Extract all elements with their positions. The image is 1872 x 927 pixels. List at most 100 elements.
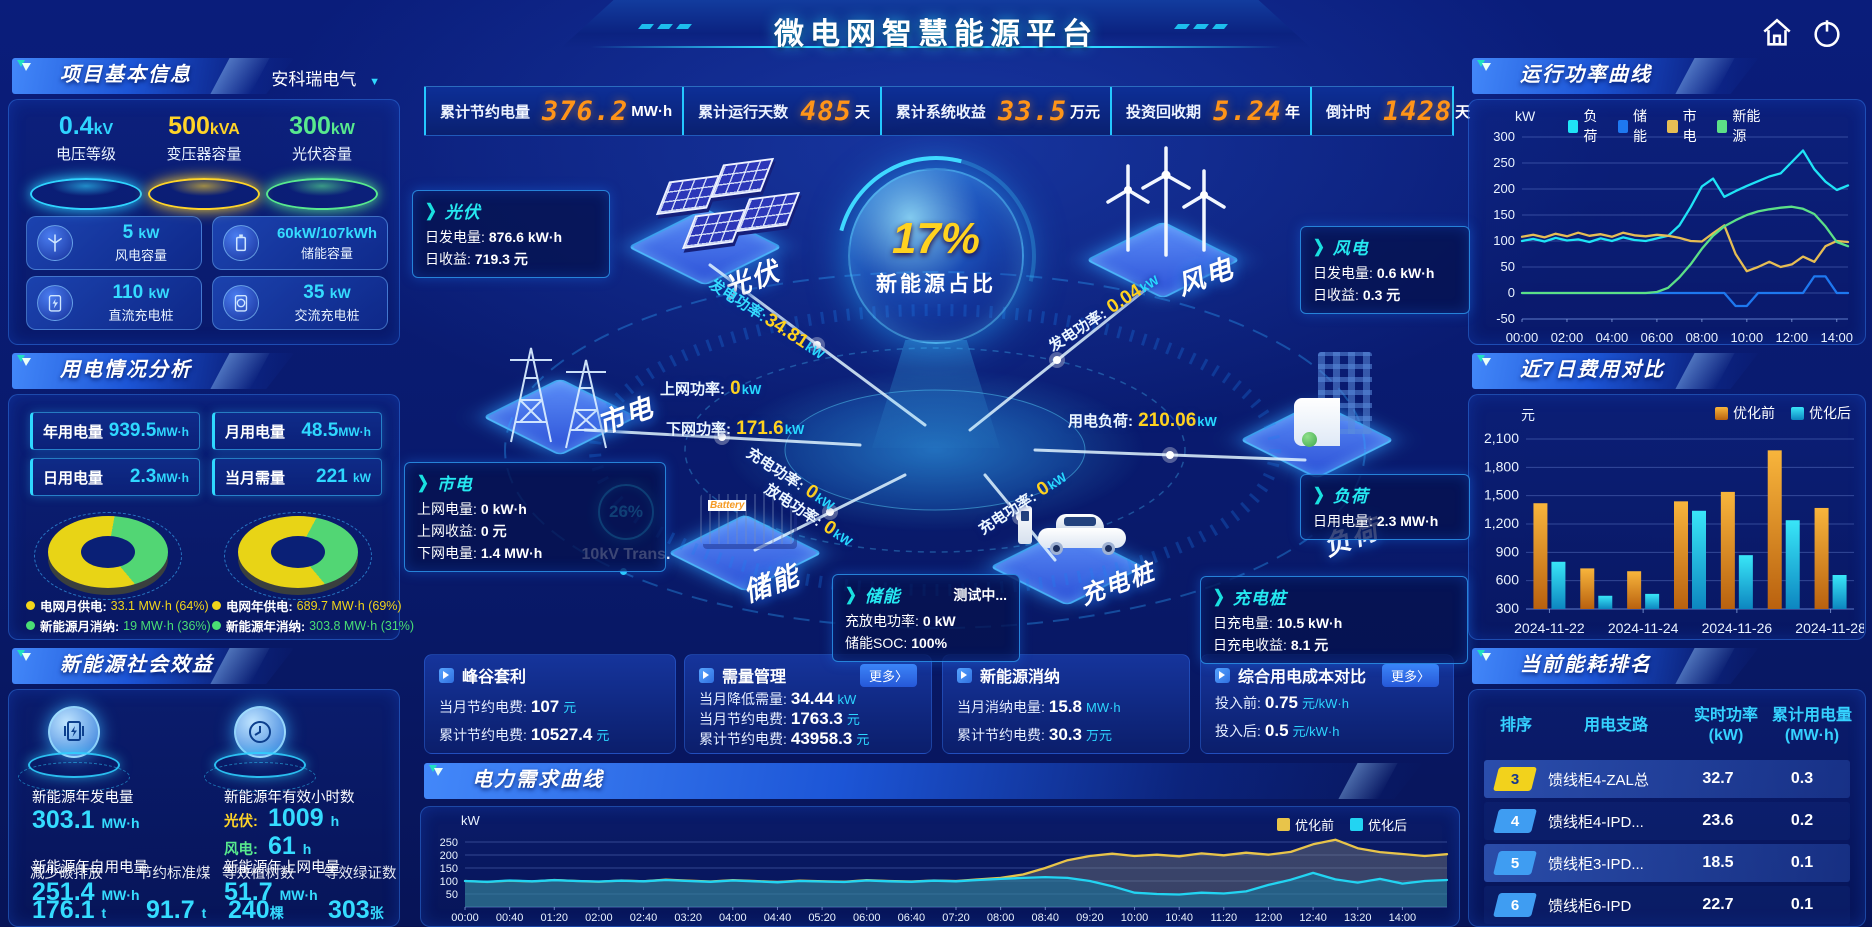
feedin-value: 51.7 MW·h (224, 878, 318, 906)
rank-badge: 4 (1493, 809, 1537, 833)
legend-label: 优化前 (1733, 405, 1775, 421)
legend-item[interactable]: 市电 (1667, 106, 1705, 146)
axis-tick-label: 00:00 (451, 912, 479, 924)
axis-tick-label: 100 (440, 876, 458, 888)
feedin-label: 新能源年上网电量 (224, 860, 340, 876)
home-button[interactable] (1760, 16, 1796, 52)
axis-tick-label: 2024-11-22 (1514, 620, 1585, 636)
axis-tick-label: 2024-11-24 (1608, 620, 1679, 636)
storage-status: 测试中... (953, 586, 1007, 603)
chart-shape (1832, 575, 1847, 609)
panel-run-body: kW 负荷 储能 市电 新能源 300 250 200 150 100 50 0 -50 00:00 0… (1468, 99, 1866, 345)
card-flag-icon (957, 667, 972, 683)
wind-turbines-icon (1106, 146, 1226, 257)
panel-corner-icon (1477, 355, 1491, 366)
self-use-label: 新能源年自用电量 (32, 860, 148, 876)
panel-corner-icon (1477, 650, 1491, 661)
chart-shape (1533, 503, 1548, 609)
axis-tick-label: 600 (1496, 572, 1520, 588)
axis-tick-label: 12:00 (1255, 912, 1283, 924)
axis-tick-label: 2,100 (1484, 430, 1519, 446)
trees-label: 等效植树数 (222, 866, 295, 882)
panel-fees-title: 近7日费用对比 (1520, 359, 1666, 381)
panel-corner-icon (17, 650, 31, 661)
arrow-icon: ❯ (1313, 484, 1325, 504)
legend-label: 市电 (1682, 108, 1697, 144)
axis-tick-label: 1,500 (1484, 487, 1519, 503)
legend-swatch (1349, 818, 1363, 831)
legend-item[interactable]: 优化前 (1276, 815, 1334, 834)
axis-tick-label: 0 (1508, 285, 1515, 300)
chart-shape (1598, 595, 1613, 609)
col-header-power: 实时功率 (kW) (1693, 707, 1758, 744)
panel-demand-body: kW 优化前 优化后 250 200 150 100 50 00:00 00:40 01:20 0… (420, 806, 1460, 927)
axis-tick-label: 05:20 (808, 912, 836, 924)
self-use-value: 251.4 MW·h (32, 878, 140, 906)
chart-shape (1580, 568, 1595, 609)
legend-swatch (1617, 119, 1628, 133)
usage-month: 月用电量 48.5MW·h (212, 412, 382, 450)
legend-swatch (1715, 406, 1728, 420)
card-cost-compare: 综合用电成本对比 更多〉 投入前: 0.75 元/kW·h 投入后: 0.5 元/kW·h (1200, 654, 1454, 754)
legend-item[interactable]: 储能 (1617, 106, 1656, 146)
chart-shape (1767, 450, 1782, 609)
flow-load: 用电负荷: 210.06kW (1068, 410, 1217, 431)
arrow-icon: ❯ (845, 584, 857, 604)
co2-label: 减少碳排放 (30, 866, 103, 882)
legend-item[interactable]: 新能源 (1716, 106, 1766, 146)
panel-rank-title: 当前能耗排名 (1520, 654, 1652, 676)
run-legend: 负荷 储能 市电 新能源 (1568, 106, 1766, 146)
axis-tick-label: 200 (1493, 181, 1515, 196)
header-deco-right (1174, 24, 1228, 29)
chevron-down-icon: ▼ (369, 76, 380, 88)
legend-item[interactable]: 负荷 (1568, 106, 1606, 146)
legend-item[interactable]: 优化前 (1715, 403, 1775, 423)
axis-tick-label: 02:40 (630, 912, 658, 924)
panel-corner-icon (429, 765, 443, 776)
gen-value: 303.1 MW·h (32, 806, 140, 834)
demand-legend: 优化前 优化后 (1276, 815, 1407, 834)
more-button[interactable]: 更多〉 (859, 663, 917, 687)
panel-corner-icon (17, 355, 31, 366)
panel-rank-body (1468, 689, 1866, 927)
newenergy-share-label: 新能源占比 (876, 273, 996, 296)
rank-badge: 5 (1493, 851, 1537, 875)
axis-tick-label: 1,200 (1484, 515, 1519, 531)
run-power-chart: 300 250 200 150 100 50 0 -50 00:00 02:00 04:00 06:0… (1493, 129, 1853, 345)
panel-fees-body: 元 优化前 优化后 2,100 1,800 1,500 1,200 900 600 300 20… (1468, 394, 1866, 640)
certs-value: 303张 (328, 896, 384, 924)
building-annex (1294, 398, 1340, 446)
kpi-profit: 累计系统收益 33.5 万元 (879, 87, 1110, 135)
panel-demand-title: 电力需求曲线 (472, 769, 604, 791)
axis-tick-label: -50 (1496, 311, 1515, 326)
clock-icon (234, 706, 286, 758)
legend-label: 储能 (1632, 108, 1647, 144)
infobox-grid: ❯ 市电 上网电量: 0 kW·h 上网收益: 0 元 下网电量: 1.4 MW·h (404, 462, 666, 572)
car-cabin-icon (1056, 514, 1104, 532)
energy-flow-diagram (504, 263, 1366, 629)
car-wheel-icon (1102, 542, 1115, 555)
panel-usage-title: 用电情况分析 (60, 359, 192, 381)
fees-chart: 2,100 1,800 1,500 1,200 900 600 300 2024-11-22 2… (1484, 430, 1864, 636)
axis-tick-label: 10:00 (1731, 330, 1764, 345)
pv-hours-label: 光伏: (224, 814, 258, 830)
axis-tick-label: 03:20 (674, 912, 702, 924)
spotlight-pv: 300kW 光伏容量 (263, 112, 381, 210)
panel-fees-header: 近7日费用对比 (1468, 352, 1866, 392)
chart-shape (1720, 491, 1735, 609)
kpi-saved-energy: 累计节约电量 376.2 MW·h (424, 87, 682, 135)
power-button[interactable] (1810, 16, 1846, 52)
company-select[interactable]: 安科瑞电气 ▼ (271, 65, 380, 90)
axis-tick-label: 06:40 (898, 912, 926, 924)
card-storage-capacity: 60kW/107kWh 储能容量 (212, 216, 388, 270)
axis-tick-label: 06:00 (853, 912, 881, 924)
legend-swatch (1276, 818, 1290, 831)
legend-item[interactable]: 优化后 (1349, 815, 1407, 834)
chart-shape (1520, 149, 1850, 244)
infobox-load: ❯ 负荷 日用电量: 2.3 MW·h (1300, 474, 1470, 540)
axis-tick-label: 00:00 (1506, 330, 1539, 345)
flow-feed-in: 上网功率: 0kW (660, 378, 762, 399)
legend-item[interactable]: 优化后 (1791, 403, 1851, 423)
chart-shape (463, 871, 1449, 896)
more-button[interactable]: 更多〉 (1381, 663, 1439, 687)
